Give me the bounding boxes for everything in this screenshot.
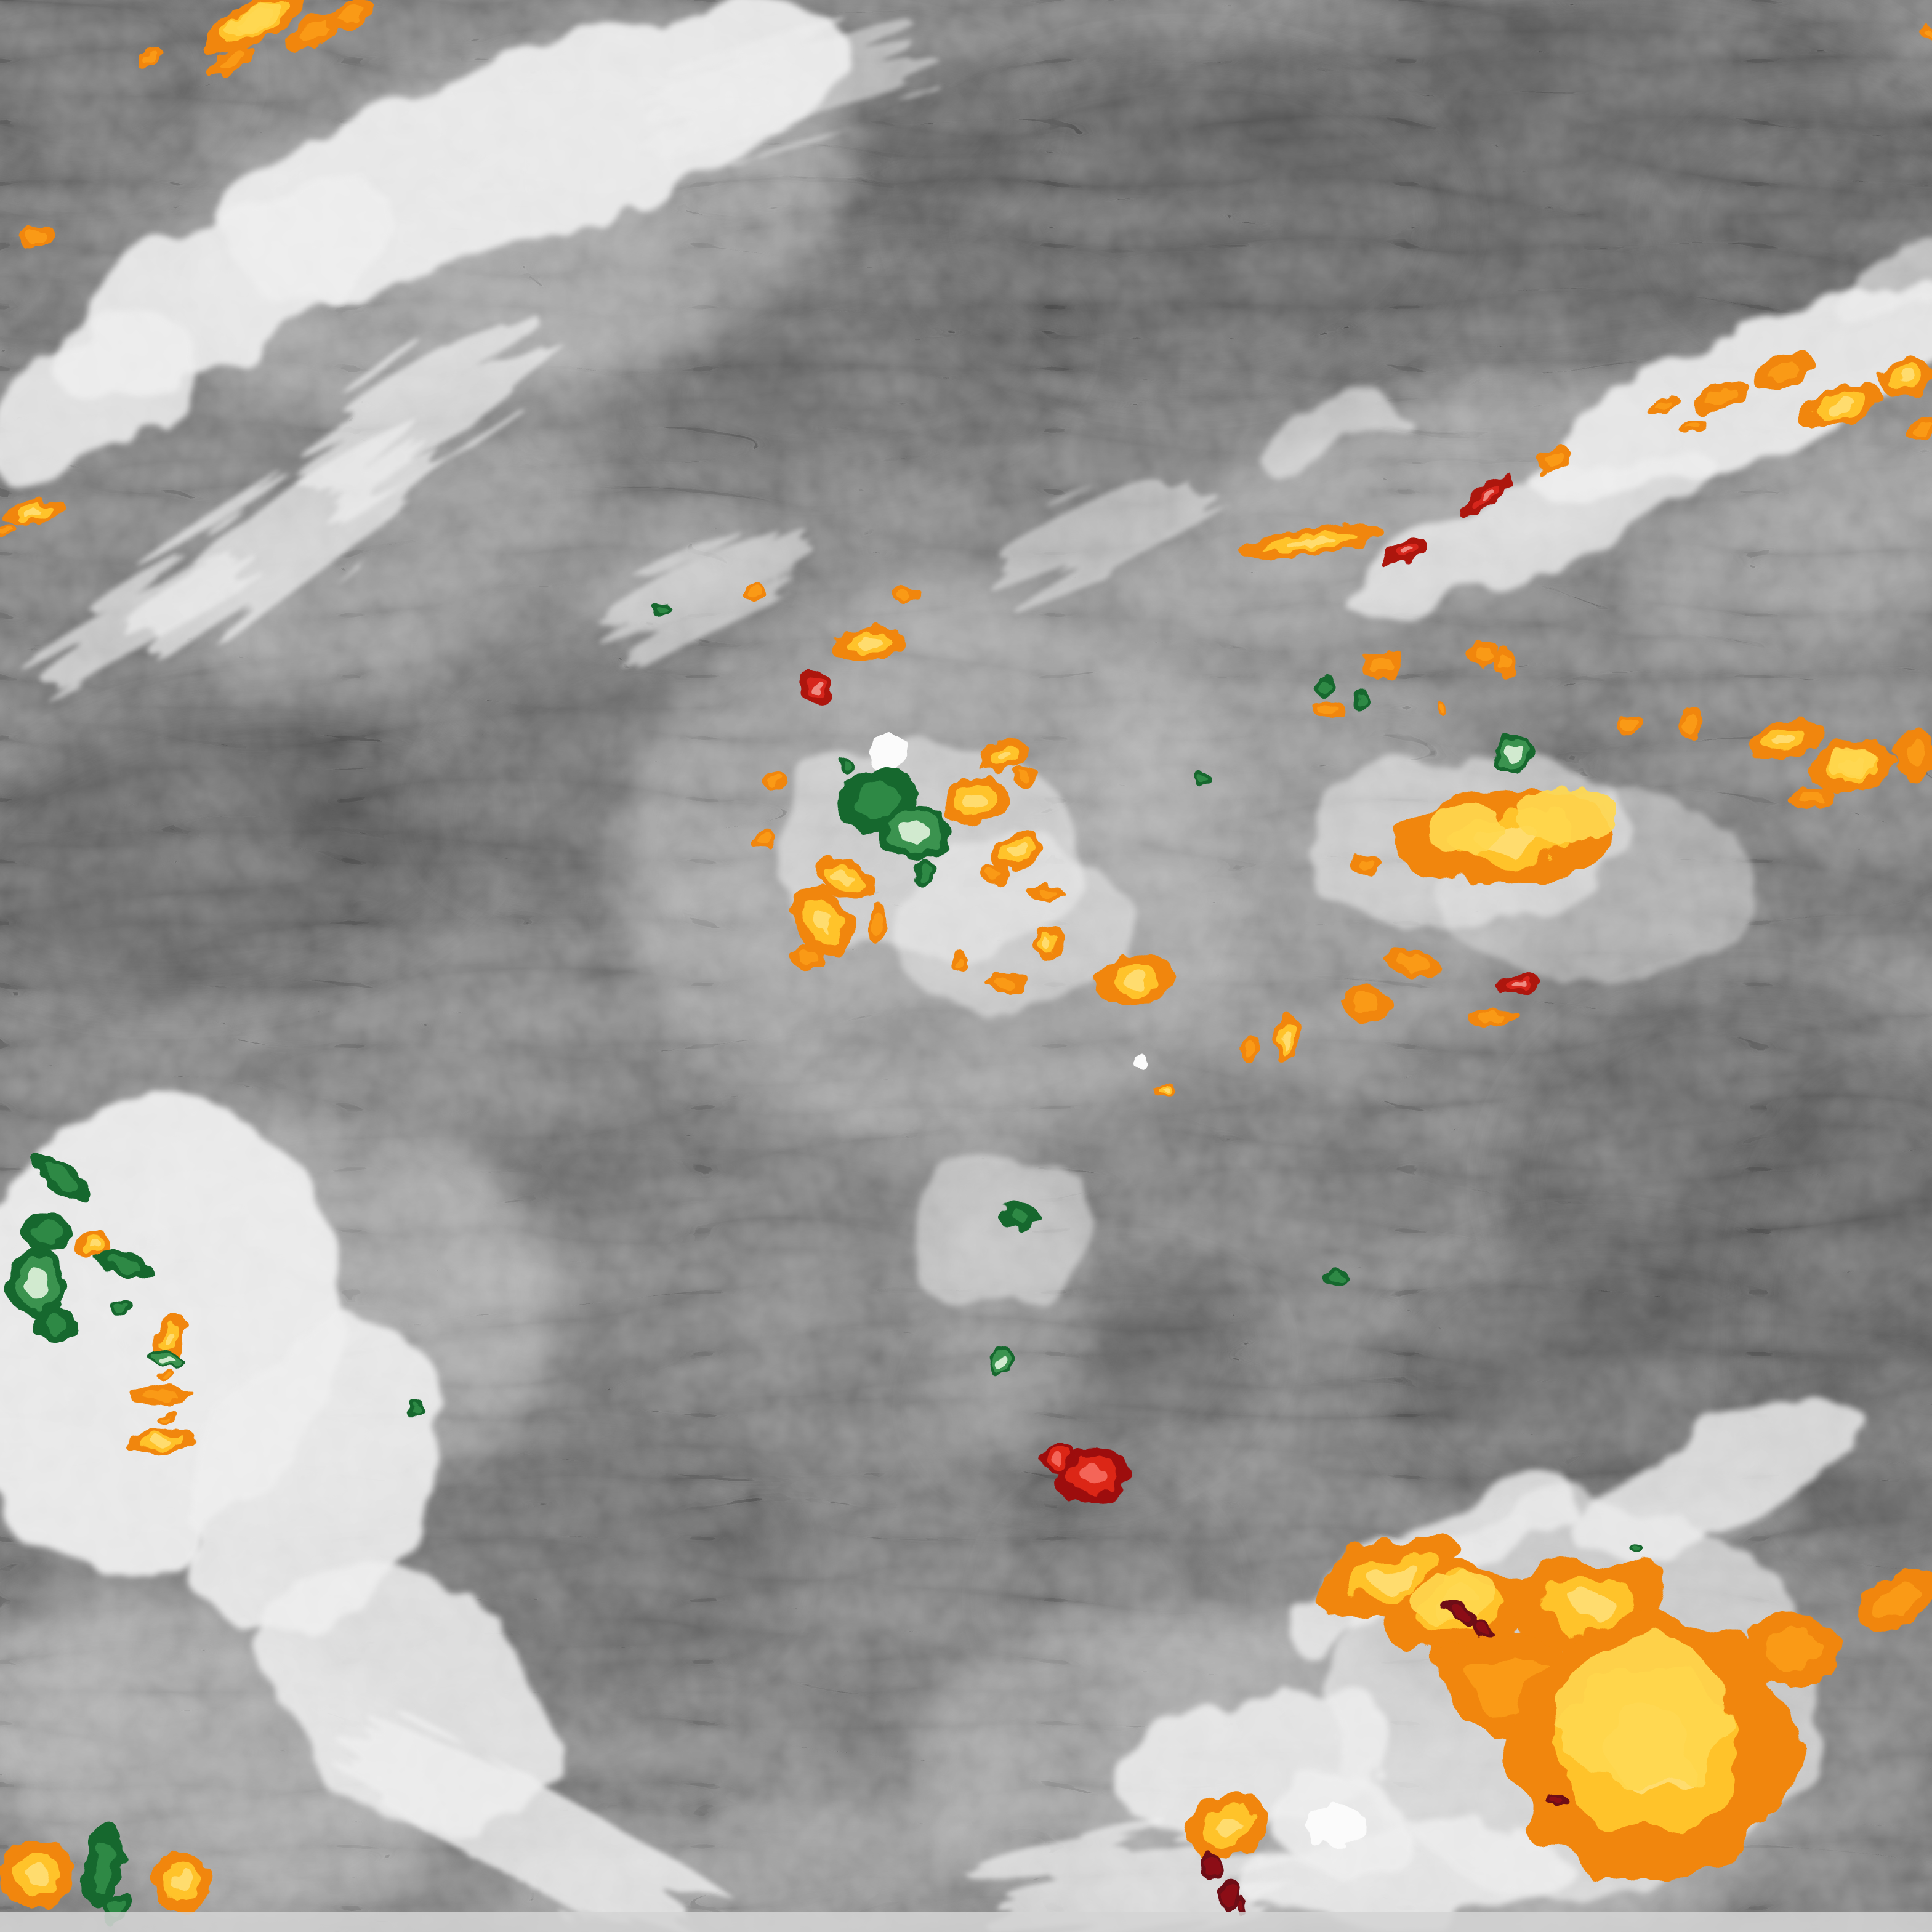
- convective-cell-shade: [1162, 1086, 1168, 1092]
- convective-cell-shade: [769, 776, 780, 785]
- convective-cell-green-light: [877, 805, 951, 859]
- convective-cell-shade: [44, 1314, 66, 1335]
- convective-cell-shade: [1498, 655, 1511, 670]
- convective-cell-shade: [1357, 693, 1366, 706]
- convective-cell-shade: [918, 866, 929, 882]
- convective-cell-green: [1000, 1202, 1039, 1231]
- convective-cell-orange-yellow: [1155, 1080, 1175, 1097]
- convective-cell-shade: [955, 957, 966, 966]
- convective-cell-shade: [1358, 859, 1376, 872]
- convective-cell-shade: [1905, 739, 1926, 768]
- convective-cell-green: [1353, 687, 1371, 712]
- convective-cell-shade: [33, 1220, 61, 1242]
- convective-cell-shade: [1476, 646, 1491, 659]
- convective-cell-shade: [996, 1356, 1007, 1366]
- convective-cell-shade: [115, 1303, 126, 1311]
- convective-cell-orange: [1492, 649, 1517, 676]
- convective-cell-shade: [1765, 1630, 1819, 1670]
- convective-cell-orange: [1436, 702, 1448, 714]
- satellite-scene-canvas: [0, 0, 1932, 1932]
- convective-cell-orange: [1680, 709, 1702, 739]
- convective-cell-yellow: [1517, 788, 1616, 842]
- convective-cell-shade: [1319, 682, 1330, 694]
- convective-cell-shade: [1505, 746, 1521, 761]
- convective-cell-shade: [988, 869, 1002, 880]
- bottom-edge-strip: [0, 1912, 1932, 1932]
- convective-cell-green-light: [1495, 735, 1532, 772]
- convective-cell-shade: [747, 587, 760, 597]
- convective-cell-shade: [173, 1871, 192, 1891]
- convective-cell-green: [21, 1212, 73, 1251]
- convective-cell-orange: [951, 953, 970, 970]
- convective-cell-yellow: [1428, 803, 1502, 852]
- convective-cell-shade: [1043, 937, 1052, 948]
- ir-satellite-image: [0, 0, 1932, 1932]
- convective-cell-green-light: [9, 1247, 65, 1319]
- convective-cell-green-light: [989, 1348, 1013, 1373]
- convective-cell-green: [111, 1300, 131, 1315]
- convective-cell-shade: [898, 821, 929, 844]
- convective-cell-shade: [1428, 803, 1502, 852]
- convective-cell-shade: [1439, 705, 1446, 712]
- convective-cell-shade: [842, 762, 853, 770]
- convective-cell-shade: [25, 1268, 49, 1298]
- convective-cell-orange: [156, 1371, 174, 1380]
- convective-cell-orange: [892, 586, 919, 603]
- convective-cell-green: [837, 759, 857, 773]
- convective-cell-shade: [1196, 773, 1204, 784]
- convective-cell-orange: [743, 584, 765, 601]
- convective-cell-green: [914, 859, 933, 889]
- convective-cell-maroon: [1544, 1793, 1564, 1808]
- convective-cell-shade: [1548, 1796, 1560, 1805]
- convective-cell-orange: [1342, 985, 1391, 1022]
- convective-cell-shade: [801, 951, 820, 965]
- convective-cell-shade: [160, 1373, 169, 1379]
- convective-cell-orange: [1313, 702, 1345, 717]
- convective-cell-shade: [898, 590, 912, 599]
- convective-cell-orange: [1351, 855, 1383, 877]
- convective-cell-shade: [1238, 1901, 1245, 1913]
- convective-cell-shade: [1353, 994, 1380, 1014]
- convective-cell-orange-yellow: [0, 1840, 74, 1909]
- convective-cell-green: [1193, 768, 1208, 788]
- convective-cell-shade: [1320, 705, 1338, 713]
- convective-cell-shade: [1008, 1209, 1030, 1225]
- convective-cell-orange-yellow: [1033, 926, 1063, 958]
- convective-cell-yellow: [1558, 1638, 1730, 1785]
- convective-cell-shade: [1684, 716, 1697, 732]
- convective-cell-shade: [1558, 1638, 1730, 1785]
- convective-cell-shade: [1517, 788, 1616, 842]
- convective-cell-green: [1315, 677, 1335, 699]
- convective-cell-orange: [1013, 766, 1038, 786]
- bottom-edge-strip-layer: [0, 1912, 1932, 1932]
- convective-cell-orange: [1240, 1036, 1260, 1063]
- convective-cell-orange: [765, 772, 784, 789]
- convective-cell-shade: [25, 1863, 49, 1885]
- convective-cell-shade: [1019, 770, 1032, 781]
- convective-cell-orange-yellow: [153, 1849, 212, 1914]
- convective-cell-shade: [1244, 1042, 1255, 1057]
